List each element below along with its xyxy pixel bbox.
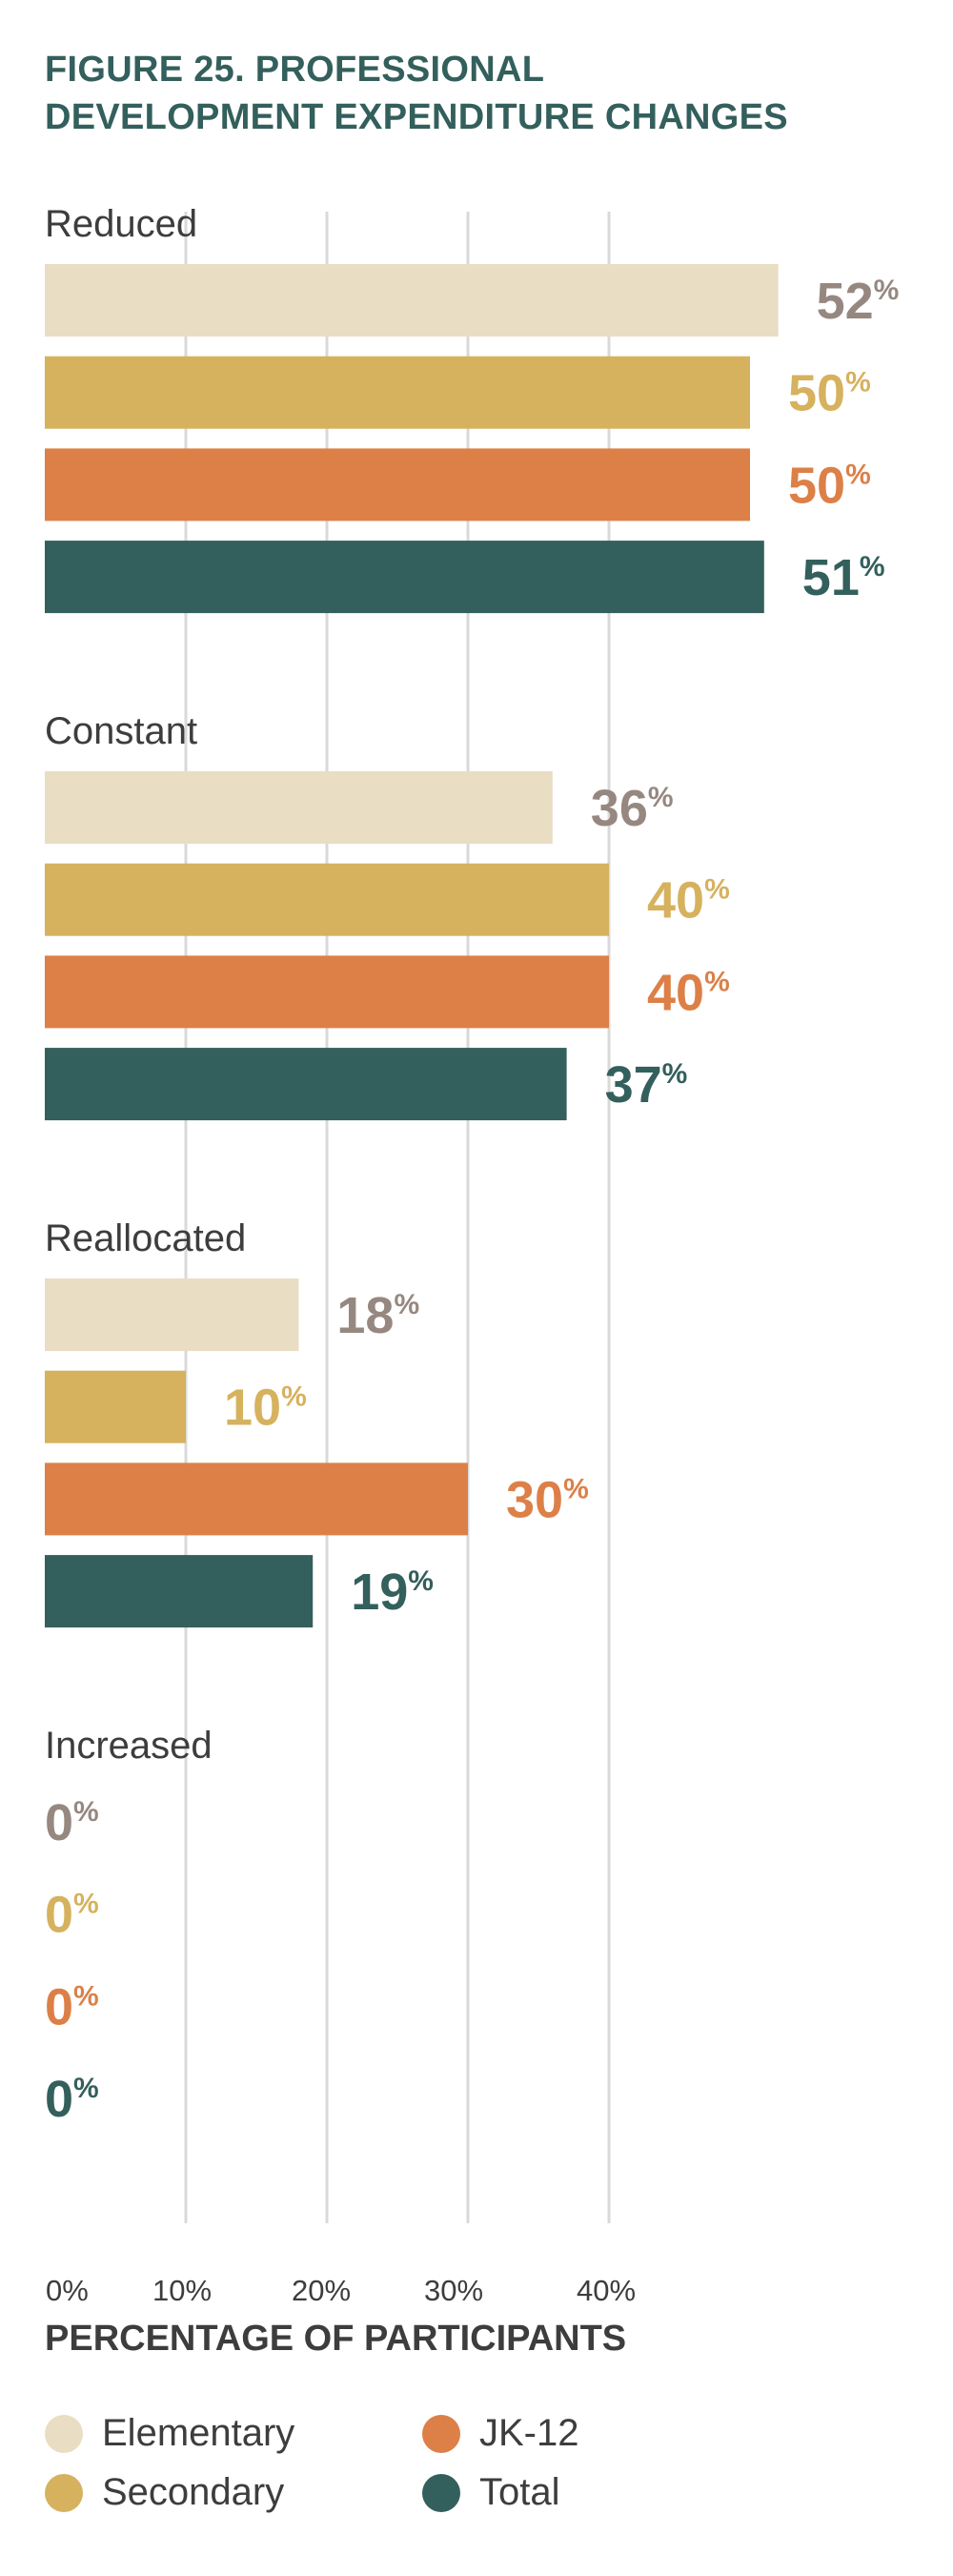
legend-swatch-total [422,2473,460,2512]
value-label: 50% [788,365,871,422]
value-label: 10% [224,1380,307,1437]
legend-item-elementary: Elementary [45,2412,294,2455]
value-label: 0% [45,1794,99,1851]
x-tick-label: 0% [46,2274,89,2307]
legend-item-jk12: JK-12 [422,2412,579,2455]
value-label: 0% [45,2071,99,2128]
bar [45,541,764,614]
legend-label: Total [479,2471,560,2513]
bar [45,771,553,844]
x-tick-label: 20% [292,2274,351,2307]
legend-swatch-elementary [45,2414,83,2453]
value-label: 0% [45,1887,99,1944]
bar [45,1048,567,1121]
value-label: 50% [788,457,871,514]
category-label: Increased [45,1725,213,1767]
category-label: Constant [45,710,197,752]
bar [45,448,750,521]
legend-label: Secondary [102,2471,285,2513]
legend-swatch-secondary [45,2473,83,2512]
value-label: 18% [336,1287,419,1344]
bar [45,356,750,429]
value-label: 30% [506,1471,589,1528]
value-label: 40% [647,872,730,930]
category-label: Reallocated [45,1217,246,1259]
value-label: 0% [45,1978,99,2035]
bar [45,1462,468,1536]
chart-title: FIGURE 25. PROFESSIONAL DEVELOPMENT EXPE… [45,46,788,141]
bar [45,863,609,936]
value-label: 37% [605,1056,688,1114]
value-label: 51% [802,549,885,606]
value-label: 36% [591,780,674,837]
legend-swatch-jk12 [422,2414,460,2453]
legend-item-secondary: Secondary [45,2471,284,2514]
bar [45,1370,186,1443]
x-tick-label: 30% [424,2274,483,2307]
chart-title-line1: FIGURE 25. PROFESSIONAL [45,50,545,90]
bar [45,1555,314,1628]
value-label: 52% [817,273,900,330]
legend-label: JK-12 [479,2412,579,2454]
legend-label: Elementary [102,2412,295,2454]
bar [45,1278,299,1351]
x-tick-label: 10% [152,2274,212,2307]
value-label: 40% [647,964,730,1021]
x-axis-title: PERCENTAGE OF PARTICIPANTS [45,2319,627,2359]
x-tick-label: 40% [577,2274,636,2307]
chart-title-line2: DEVELOPMENT EXPENDITURE CHANGES [45,97,788,137]
bar [45,955,609,1029]
category-label: Reduced [45,203,197,245]
legend-item-total: Total [422,2471,560,2514]
value-label: 19% [351,1564,434,1621]
bar [45,264,779,337]
